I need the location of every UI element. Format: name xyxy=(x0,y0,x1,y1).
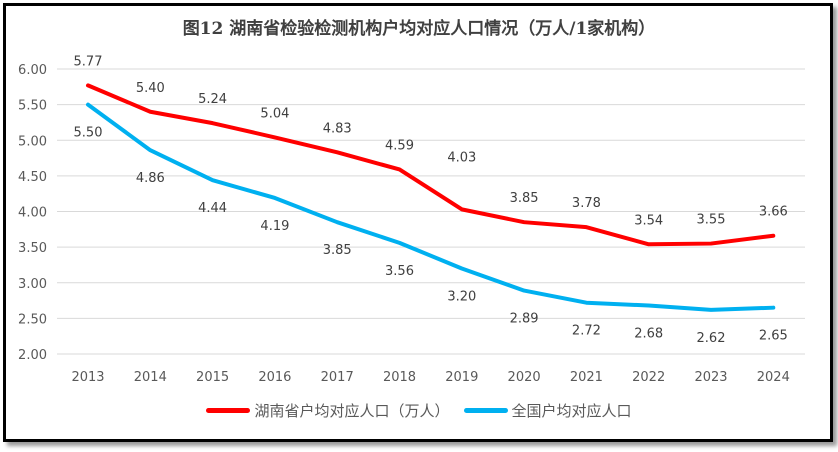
x-tick-label: 2024 xyxy=(757,370,790,385)
chart-title: 图12 湖南省检验检测机构户均对应人口情况（万人/1家机构） xyxy=(182,19,656,39)
data-label: 3.85 xyxy=(510,191,539,206)
legend: 湖南省户均对应人口（万人） 全国户均对应人口 xyxy=(0,400,838,421)
data-label: 2.72 xyxy=(572,324,601,339)
legend-label-hunan: 湖南省户均对应人口（万人） xyxy=(254,402,450,420)
data-label: 4.86 xyxy=(136,171,165,186)
x-tick-label: 2023 xyxy=(694,370,727,385)
data-label: 3.66 xyxy=(759,205,788,220)
x-tick-label: 2021 xyxy=(570,370,603,385)
y-tick-label: 4.00 xyxy=(18,206,47,221)
x-tick-label: 2017 xyxy=(321,370,354,385)
x-tick-label: 2020 xyxy=(508,370,541,385)
legend-swatch-national xyxy=(463,408,508,413)
y-tick-label: 3.00 xyxy=(18,277,47,292)
legend-swatch-hunan xyxy=(206,408,251,413)
x-tick-label: 2013 xyxy=(71,370,104,385)
data-label: 2.68 xyxy=(634,327,663,342)
y-tick-label: 4.50 xyxy=(18,170,47,185)
data-label: 2.65 xyxy=(759,329,788,344)
data-label: 5.77 xyxy=(74,54,103,69)
series-line-0 xyxy=(86,83,776,247)
legend-item-hunan: 湖南省户均对应人口（万人） xyxy=(206,400,450,421)
legend-item-national: 全国户均对应人口 xyxy=(463,400,632,421)
x-tick-label: 2019 xyxy=(445,370,478,385)
x-tick-label: 2018 xyxy=(383,370,416,385)
data-label: 3.54 xyxy=(634,213,663,228)
y-tick-label: 6.00 xyxy=(18,63,47,78)
y-tick-label: 2.50 xyxy=(18,312,47,327)
y-tick-label: 5.00 xyxy=(18,134,47,149)
data-label: 5.50 xyxy=(74,126,103,141)
data-label: 4.19 xyxy=(260,219,289,234)
y-tick-label: 2.00 xyxy=(18,348,47,363)
data-label: 3.78 xyxy=(572,196,601,211)
data-label: 2.62 xyxy=(697,331,726,346)
y-tick-label: 3.50 xyxy=(18,241,47,256)
data-label: 3.55 xyxy=(697,213,726,228)
data-label: 5.24 xyxy=(198,92,227,107)
data-label: 5.40 xyxy=(136,81,165,96)
data-label: 3.85 xyxy=(323,243,352,258)
data-label: 4.59 xyxy=(385,138,414,153)
data-label: 4.03 xyxy=(447,150,476,165)
legend-label-national: 全国户均对应人口 xyxy=(511,402,632,420)
data-label: 3.56 xyxy=(385,264,414,279)
x-tick-label: 2016 xyxy=(258,370,291,385)
data-label: 5.04 xyxy=(260,106,289,121)
chart-frame xyxy=(3,3,833,442)
data-label: 4.44 xyxy=(198,201,227,216)
data-label: 2.89 xyxy=(510,312,539,327)
x-tick-label: 2015 xyxy=(196,370,229,385)
x-tick-label: 2022 xyxy=(632,370,665,385)
series-line-1 xyxy=(86,102,776,312)
x-tick-label: 2014 xyxy=(134,370,167,385)
y-tick-label: 5.50 xyxy=(18,99,47,114)
data-label: 4.83 xyxy=(323,121,352,136)
data-label: 3.20 xyxy=(447,290,476,305)
